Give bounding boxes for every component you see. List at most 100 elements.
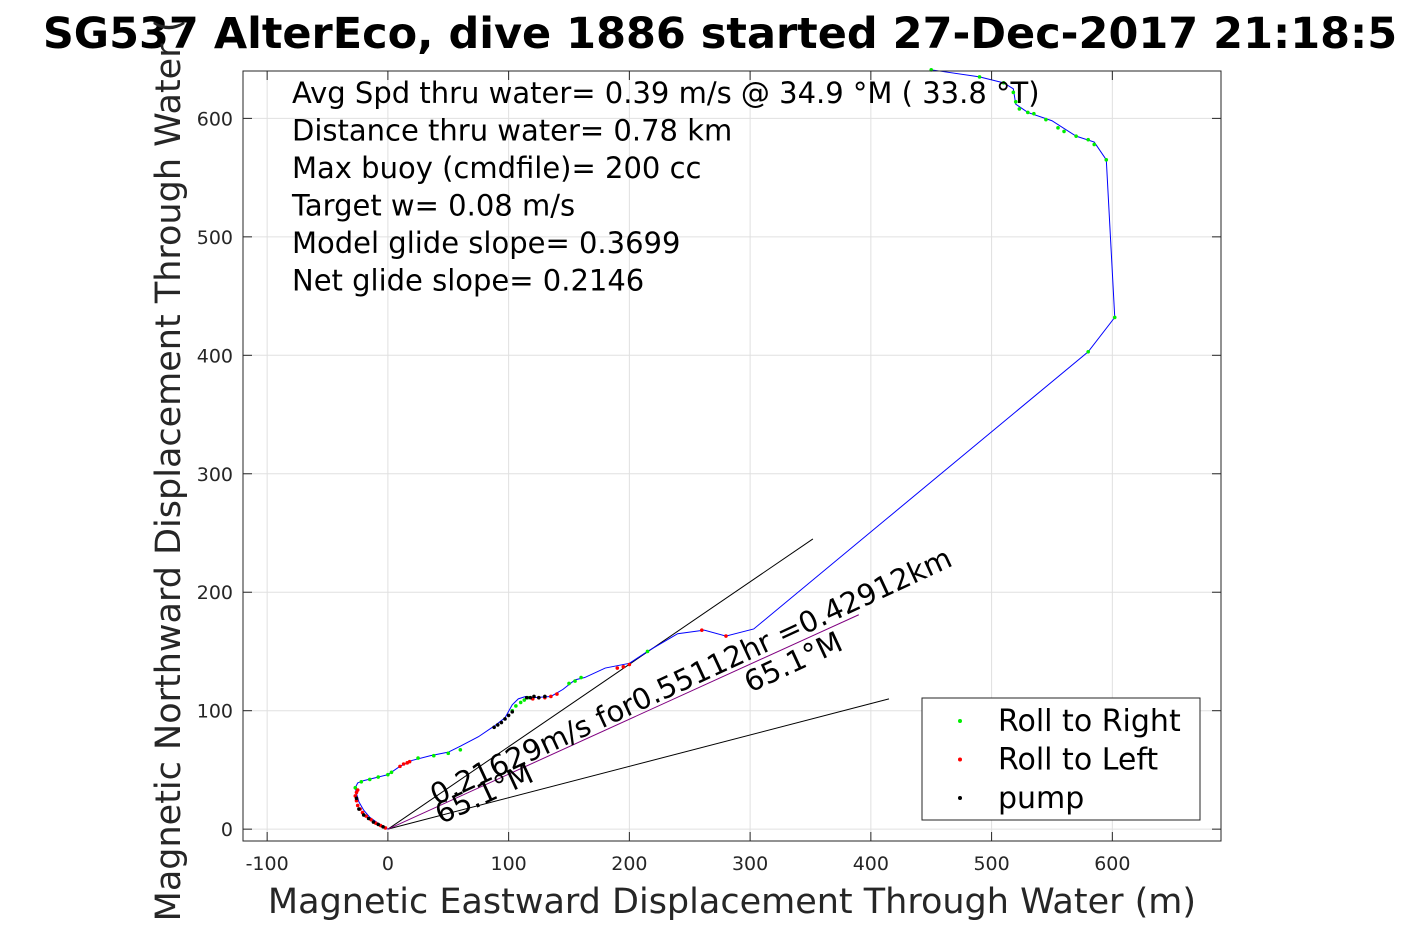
chart-title: SG537 AlterEco, dive 1886 started 27-Dec… [43, 9, 1397, 59]
annotation-line: Avg Spd thru water= 0.39 m/s @ 34.9 °M (… [292, 76, 1040, 110]
heading-line [387, 614, 859, 830]
roll-right-point [514, 704, 518, 708]
y-tick-label: 100 [197, 701, 233, 723]
roll-right-point [458, 747, 463, 752]
x-tick-label: 300 [732, 853, 768, 875]
legend-label: Roll to Left [998, 743, 1158, 778]
roll-right-point [1062, 129, 1066, 134]
pump-point [381, 824, 385, 829]
rotated-labels: 0.21629m/s for0.55112hr =0.42912km65.1°M… [425, 541, 957, 831]
roll-right-point [1001, 81, 1006, 85]
pump-point [354, 796, 359, 801]
roll-left-point [555, 692, 559, 696]
roll-right-point [1017, 107, 1022, 111]
pump-point [371, 820, 376, 824]
roll-right-point [386, 772, 390, 777]
roll-right-point [1092, 142, 1097, 147]
x-tick-label: 400 [853, 853, 889, 875]
pump-point [528, 695, 533, 700]
grid-lines [243, 71, 1221, 841]
legend-label: Roll to Right [998, 704, 1181, 739]
y-tick-label: 500 [197, 227, 233, 249]
pump-point [532, 694, 536, 699]
roll-right-point [1086, 137, 1090, 142]
heading-line [387, 698, 890, 830]
roll-left-point [549, 694, 553, 699]
roll-right-point [431, 753, 436, 758]
x-tick-label: 200 [611, 853, 647, 875]
pump-point [357, 807, 361, 811]
pump-point [506, 713, 511, 718]
y-tick-label: 200 [197, 582, 233, 604]
roll-right-point [573, 679, 577, 683]
roll-right-point [1032, 111, 1036, 116]
roll-right-point [1086, 349, 1090, 354]
x-tick-label: 500 [973, 853, 1009, 875]
annotation-line: Model glide slope= 0.3699 [292, 226, 680, 260]
pump-point [366, 816, 371, 821]
pump-point [537, 695, 541, 700]
pump-point [361, 813, 366, 817]
x-tick-label: -100 [246, 853, 289, 875]
heading-line [387, 538, 814, 830]
roll-left-point [398, 764, 402, 769]
axis-ticks: -100 0 100 200 300 400 500 600 0 100 200 300 400 500 6… [197, 71, 1221, 875]
y-tick-label: 300 [197, 464, 233, 486]
roll-right-point [376, 775, 381, 779]
roll-right-point [389, 770, 394, 775]
annotation-line: Distance thru water= 0.78 km [292, 114, 732, 148]
pump-point [499, 720, 504, 725]
direction-lines [387, 538, 890, 830]
legend-marker [958, 796, 962, 800]
y-axis-label: Magnetic Northward Displacement Through … [149, 19, 189, 922]
pump-point [492, 725, 496, 730]
roll-right-point [522, 698, 527, 702]
pump-point [376, 822, 381, 827]
pump-point [524, 695, 529, 700]
roll-left-point [407, 759, 412, 764]
roll-right-point [1104, 158, 1109, 162]
roll-right-point [1056, 126, 1060, 130]
x-tick-label: 600 [1094, 853, 1130, 875]
roll-right-point [1074, 134, 1078, 138]
legend-marker [958, 719, 962, 723]
y-tick-label: 600 [197, 108, 233, 130]
pump-point [495, 723, 500, 727]
pump-point [503, 717, 507, 721]
pump-point [543, 694, 547, 699]
points-group [353, 68, 1117, 830]
roll-left-point [724, 634, 728, 638]
roll-right-point [367, 777, 372, 782]
legend-label: pump [998, 781, 1084, 816]
roll-right-point [446, 751, 451, 756]
roll-right-point [645, 649, 650, 654]
roll-left-point [700, 628, 704, 632]
annotation-line: Net glide slope= 0.2146 [292, 264, 644, 298]
roll-left-point [627, 662, 632, 667]
annotation-line: Max buoy (cmdfile)= 200 cc [292, 151, 701, 185]
y-tick-label: 0 [221, 819, 233, 841]
roll-right-point [353, 785, 358, 790]
roll-right-point [1011, 90, 1016, 95]
roll-right-point [579, 675, 583, 680]
roll-left-point [615, 666, 620, 670]
legend-box [921, 697, 1201, 821]
roll-right-point [1112, 315, 1117, 320]
x-tick-label: 0 [382, 853, 394, 875]
roll-right-point [416, 756, 420, 760]
legend-marker [958, 757, 962, 762]
y-tick-label: 400 [197, 345, 233, 367]
pump-point [510, 710, 515, 714]
roll-right-point [977, 75, 982, 79]
roll-right-point [359, 779, 364, 784]
roll-right-point [1044, 117, 1048, 122]
annotation-line: Target w= 0.08 m/s [291, 189, 575, 223]
roll-right-point [567, 681, 571, 686]
roll-left-point [621, 665, 626, 669]
x-tick-label: 100 [490, 853, 526, 875]
x-axis-label: Magnetic Eastward Displacement Through W… [268, 882, 1196, 922]
roll-right-point [1026, 110, 1030, 115]
roll-left-point [401, 762, 406, 766]
roll-left-point [355, 788, 360, 792]
